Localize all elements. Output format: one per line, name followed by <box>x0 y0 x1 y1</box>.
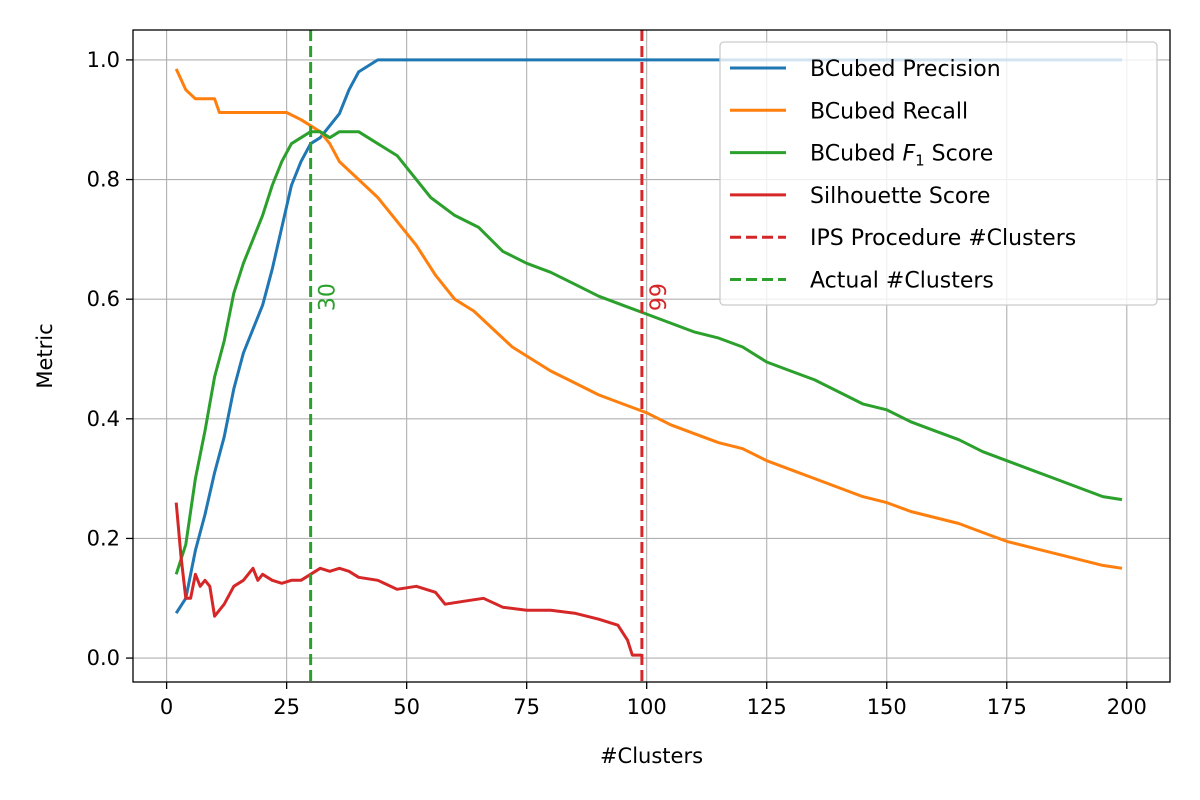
x-tick-label: 100 <box>627 695 667 719</box>
legend-entry: Actual #Clusters <box>810 269 994 294</box>
legend-entry: IPS Procedure #Clusters <box>810 226 1076 251</box>
legend-entry: BCubed Recall <box>810 99 968 124</box>
x-tick-label: 125 <box>747 695 787 719</box>
y-tick-label: 0.8 <box>87 168 120 192</box>
x-tick-label: 200 <box>1107 695 1147 719</box>
x-axis-label: #Clusters <box>600 744 703 768</box>
legend-entry: Silhouette Score <box>810 184 990 209</box>
x-tick-label: 75 <box>513 695 540 719</box>
x-tick-label: 0 <box>160 695 173 719</box>
x-tick-label: 175 <box>987 695 1027 719</box>
axes-frame <box>132 29 1171 683</box>
legend: BCubed Precision BCubed Recall BCubed F1 S… <box>719 41 1158 306</box>
bcubed-recall-line <box>174 68 1123 570</box>
y-axis-label: Metric <box>33 323 57 388</box>
plot-series <box>174 30 1123 682</box>
x-tick-label: 25 <box>273 695 300 719</box>
bcubed-precision-line <box>174 58 1122 615</box>
chart-annotations: 30 99 <box>316 283 672 311</box>
y-tick-label: 0.0 <box>87 646 120 670</box>
silhouette-score-line <box>174 502 642 657</box>
y-tick-label: 0.6 <box>87 287 120 311</box>
y-tick-label: 0.2 <box>87 526 120 550</box>
vline-annotation: 99 <box>647 283 672 311</box>
legend-box <box>719 41 1158 306</box>
y-tick-label: 0.4 <box>87 407 120 431</box>
x-tick-label: 50 <box>393 695 420 719</box>
vline-annotation: 30 <box>316 283 341 311</box>
legend-entry: BCubed F1 Score <box>810 142 993 170</box>
y-tick-label: 1.0 <box>87 48 120 72</box>
x-tick-label: 150 <box>867 695 907 719</box>
axis-ticks: 0 25 50 75 100 125 150 175 200 0.0 0.2 0.4 0.6 0.8 1.0 <box>87 48 1147 719</box>
legend-entry: BCubed Precision <box>810 57 1001 82</box>
bcubed-f1-score-line <box>174 130 1123 575</box>
